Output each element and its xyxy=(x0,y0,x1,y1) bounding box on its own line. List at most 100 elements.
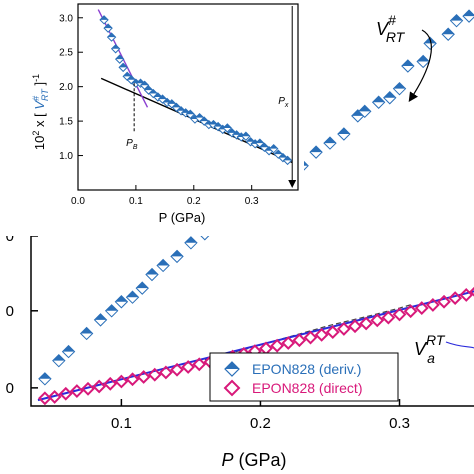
deriv-data-point xyxy=(423,36,437,51)
deriv-data-point xyxy=(401,59,415,73)
direct-data-point xyxy=(314,327,329,342)
deriv-data-point xyxy=(93,313,108,327)
deriv-data-point xyxy=(52,353,66,368)
direct-data-point xyxy=(359,316,374,331)
legend-label-direct: EPON828 (direct) xyxy=(252,380,362,396)
deriv-data-point xyxy=(383,91,397,105)
deriv-data-point xyxy=(462,9,474,23)
main-x-ticks: 0.1 0.2 0.3 xyxy=(111,399,410,432)
pb-label: PB xyxy=(126,138,138,151)
direct-data-point xyxy=(425,297,440,312)
v-rt-arrow xyxy=(408,29,432,102)
deriv-data-point xyxy=(441,27,455,41)
deriv-data-point xyxy=(125,290,140,304)
deriv-data-point xyxy=(38,372,52,386)
inset-x-axis-title: P (GPa) xyxy=(159,210,206,225)
inset-data-point xyxy=(148,88,158,99)
v-a-rt-arrow xyxy=(445,341,474,349)
blue-fit-line xyxy=(37,290,474,402)
inset-data-point xyxy=(139,80,150,90)
inset-data-point xyxy=(255,138,265,148)
main-y-tick-label: 0 xyxy=(6,303,14,320)
inset-data-point xyxy=(282,155,293,166)
inset-x-ticks: 0.0 0.1 0.2 0.3 xyxy=(71,185,259,207)
direct-data-point xyxy=(47,390,62,404)
inset-pressure-markers: PB Px xyxy=(126,6,297,188)
inset-x-tick-label: 0.1 xyxy=(129,196,143,207)
deriv-data-point xyxy=(156,258,170,273)
direct-data-point xyxy=(103,376,118,391)
legend-marker-direct xyxy=(223,379,241,397)
inset-data-point xyxy=(114,54,125,64)
inset-data-point xyxy=(99,15,109,25)
direct-data-point xyxy=(448,291,463,306)
main-x-tick-label: 0.1 xyxy=(111,415,132,432)
direct-data-point xyxy=(170,362,184,377)
deriv-data-point xyxy=(392,81,407,96)
deriv-data-point xyxy=(145,267,159,282)
legend: EPON828 (deriv.) EPON828 (direct) xyxy=(209,352,399,402)
direct-data-point xyxy=(158,365,173,380)
main-x-tick-label: 0.2 xyxy=(250,415,271,432)
inset-background xyxy=(4,0,304,236)
deriv-data-point xyxy=(371,95,386,109)
direct-data-point xyxy=(147,367,162,382)
inset-plot-frame xyxy=(77,3,299,191)
direct-data-point xyxy=(392,307,407,322)
deriv-data-point xyxy=(416,54,430,69)
inset-x-tick-label: 0.2 xyxy=(187,196,201,207)
svg-text:V#RT: V# RT xyxy=(376,12,406,45)
legend-label-deriv: EPON828 (deriv.) xyxy=(252,361,361,377)
direct-data-point xyxy=(303,330,318,345)
main-y-tick-label: 0 xyxy=(6,228,14,245)
direct-data-point xyxy=(348,319,362,334)
direct-data-point xyxy=(370,313,385,328)
inset-data-point xyxy=(110,44,121,54)
direct-data-point xyxy=(281,336,296,350)
px-label: Px xyxy=(278,96,289,109)
main-x-tick-label: 0.3 xyxy=(389,415,410,432)
inset-data-point xyxy=(268,143,279,154)
inset-y-tick-label: 2.5 xyxy=(59,48,73,59)
direct-data-point xyxy=(136,370,151,384)
direct-data-point xyxy=(192,357,207,372)
direct-data-point xyxy=(292,333,307,348)
inset-data-point xyxy=(103,23,113,33)
direct-data-point xyxy=(325,325,340,340)
inset-data-point xyxy=(222,123,233,133)
inset-plot: 0.0 0.1 0.2 0.3 1.0 1.5 2.0 2.5 3.0 PB Px P (GPa… xyxy=(4,0,304,236)
inset-y-ticks: 1.0 1.5 2.0 2.5 3.0 xyxy=(59,13,83,162)
deriv-data-point xyxy=(337,127,351,141)
deriv-data-point xyxy=(184,236,198,250)
deriv-data-point xyxy=(309,145,323,159)
legend-box xyxy=(209,352,399,402)
direct-data-point xyxy=(92,379,107,394)
deriv-data-point xyxy=(114,295,129,309)
direct-data-point xyxy=(69,384,84,398)
direct-data-point xyxy=(181,360,196,374)
inset-x-tick-label: 0.3 xyxy=(245,196,259,207)
direct-data-point xyxy=(270,338,285,353)
inset-data-point xyxy=(106,32,117,42)
deriv-data-point xyxy=(170,249,184,264)
inset-data-point xyxy=(231,130,242,140)
direct-data-point xyxy=(414,301,429,315)
direct-data-point xyxy=(81,381,95,396)
deriv-data-point xyxy=(358,104,372,119)
inset-y-tick-label: 2.0 xyxy=(59,82,73,93)
deriv-data-point xyxy=(79,326,94,341)
direct-data-point xyxy=(469,286,474,297)
direct-data-point xyxy=(336,322,351,336)
deriv-data-point xyxy=(135,281,149,295)
direct-data-point xyxy=(437,294,451,309)
direct-data-point xyxy=(403,304,418,319)
v-a-rt-annotation: VRT a xyxy=(414,332,474,366)
inset-data-point xyxy=(118,62,128,73)
direct-data-point xyxy=(125,372,140,387)
inset-y-tick-label: 3.0 xyxy=(59,13,73,24)
inset-y-axis-title: 102 x [ V#RT ]-1 xyxy=(31,74,50,150)
v-rt-sharp-annotation: V# RT xyxy=(376,12,432,102)
blue-fit-line-path xyxy=(37,290,474,402)
main-y-tick-label: 0 xyxy=(6,380,14,397)
